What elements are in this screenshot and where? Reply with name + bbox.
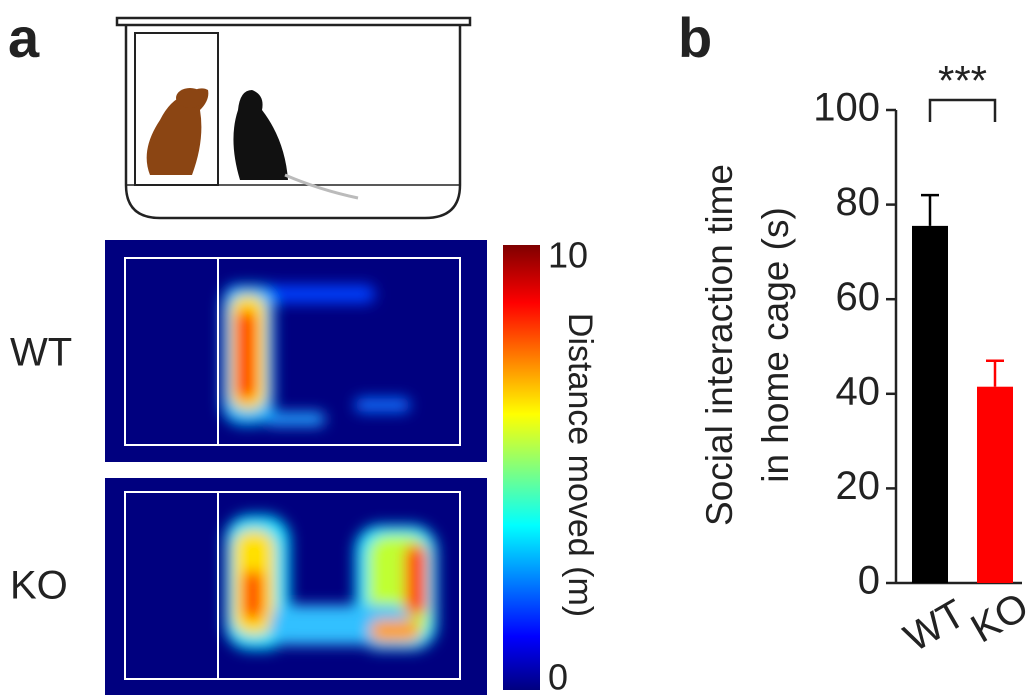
y-axis-label: Social interaction time — [699, 164, 740, 526]
significance-label: *** — [938, 57, 987, 104]
colorbar-tick-label: 0 — [548, 657, 568, 696]
y-tick-label: 0 — [858, 559, 880, 603]
colorbar-label: Distance moved (m) — [561, 313, 599, 617]
figure: a b — [0, 0, 1029, 696]
bar — [912, 226, 948, 583]
x-tick-label: KO — [964, 584, 1029, 651]
y-tick-label: 100 — [813, 86, 880, 130]
row-label: KO — [10, 564, 68, 608]
bar — [977, 387, 1013, 583]
y-tick-label: 20 — [836, 464, 881, 508]
y-axis-label: in home cage (s) — [755, 207, 796, 483]
panel-label: b — [678, 6, 712, 69]
heatmap-ko — [105, 478, 487, 695]
row-label: WT — [10, 331, 72, 375]
colorbar-tick-label: 10 — [548, 235, 588, 276]
colorbar — [503, 245, 540, 690]
y-tick-label: 80 — [836, 180, 881, 224]
y-tick-label: 40 — [836, 369, 881, 413]
x-tick-label: WT — [897, 591, 973, 660]
heatmap-wt — [105, 240, 487, 462]
cage-illustration — [117, 18, 470, 218]
panel-label: a — [8, 6, 40, 69]
y-tick-label: 60 — [836, 275, 881, 319]
